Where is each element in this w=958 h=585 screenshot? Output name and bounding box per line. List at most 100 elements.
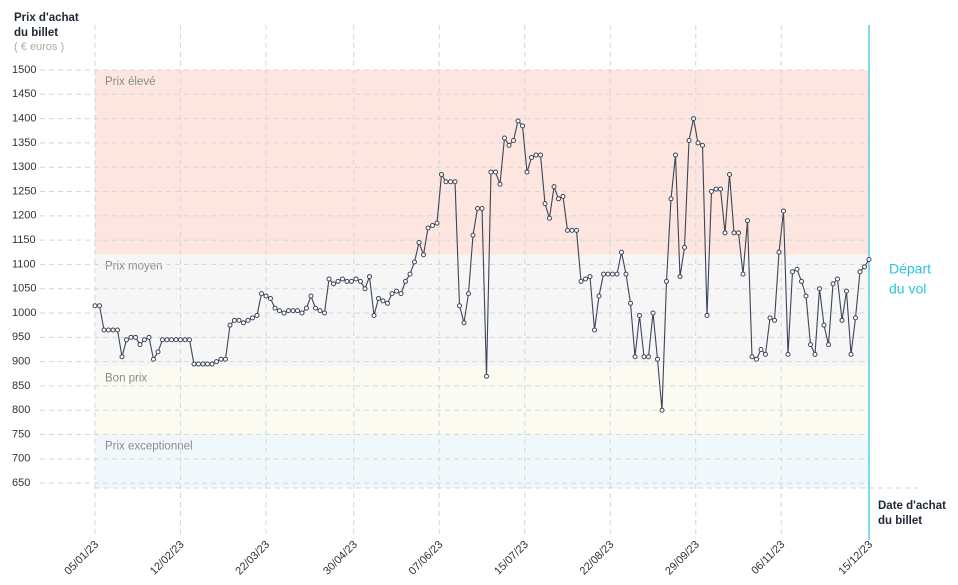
price-point [740, 271, 746, 277]
price-point [439, 172, 444, 177]
price-point [385, 300, 390, 306]
price-point [767, 315, 773, 321]
price-point [196, 361, 201, 367]
y-tick-label: 900 [12, 356, 30, 368]
price-point [506, 142, 512, 148]
price-point [344, 278, 350, 284]
price-zone [95, 434, 869, 488]
price-point [758, 346, 764, 352]
y-tick-label: 800 [12, 404, 30, 416]
price-point [529, 154, 534, 160]
y-axis-title: Prix d'achat [14, 12, 79, 24]
price-point [106, 327, 111, 333]
price-point [610, 271, 615, 277]
price-point [133, 334, 138, 340]
price-point [826, 342, 831, 348]
price-point [677, 274, 683, 280]
price-point [475, 206, 480, 212]
price-point [452, 179, 458, 185]
price-point [371, 312, 377, 318]
price-point [835, 276, 840, 282]
price-point [295, 308, 300, 314]
price-point [299, 310, 305, 316]
price-point [425, 225, 431, 231]
price-point [160, 337, 165, 343]
price-point [128, 334, 134, 340]
price-point [209, 361, 215, 367]
y-tick-label: 1450 [12, 88, 36, 100]
y-tick-label: 850 [12, 380, 30, 392]
price-point [686, 137, 692, 143]
price-point [142, 337, 147, 343]
price-point [695, 140, 701, 146]
price-point [205, 361, 210, 367]
price-point [164, 337, 170, 343]
price-point [799, 278, 804, 284]
price-point [376, 295, 381, 301]
price-point [502, 135, 507, 141]
price-point [583, 276, 588, 282]
price-point [443, 179, 449, 185]
price-point [470, 232, 476, 238]
price-point [781, 208, 786, 214]
price-point [569, 227, 575, 233]
x-axis-title: du billet [878, 515, 922, 527]
price-point [466, 291, 471, 297]
price-point [308, 293, 314, 299]
price-point [736, 230, 741, 236]
price-point [605, 271, 611, 277]
y-tick-label: 1400 [12, 113, 36, 125]
price-point [862, 264, 867, 270]
price-point [281, 310, 287, 316]
price-point [430, 223, 435, 229]
price-point [389, 291, 395, 297]
price-point [614, 271, 620, 277]
price-point [592, 327, 597, 333]
price-point [272, 305, 278, 311]
price-point [313, 305, 318, 311]
price-point [146, 334, 152, 340]
price-point [830, 281, 836, 287]
price-point [407, 271, 413, 277]
price-point [776, 249, 782, 255]
y-tick-label: 700 [12, 453, 30, 465]
price-point [547, 215, 552, 221]
price-point [115, 327, 120, 333]
price-point [110, 327, 116, 333]
price-point [331, 281, 336, 287]
price-point [236, 317, 242, 323]
price-point [398, 291, 404, 297]
price-point [812, 351, 818, 357]
price-point [421, 252, 426, 258]
price-point [119, 354, 125, 360]
price-point [101, 327, 107, 333]
price-point [637, 312, 642, 318]
price-point [763, 351, 768, 357]
x-tick-label: 29/09/23 [663, 539, 702, 578]
price-point [326, 276, 332, 282]
price-point [542, 201, 548, 207]
x-tick-label: 22/08/23 [578, 539, 617, 578]
price-point [241, 320, 246, 326]
price-point [722, 230, 728, 236]
x-tick-label: 15/07/23 [492, 539, 531, 578]
departure-label: du vol [889, 281, 926, 297]
price-point [214, 359, 219, 365]
price-point [713, 186, 719, 192]
price-point [785, 351, 791, 357]
price-point [340, 276, 345, 282]
y-tick-label: 1500 [12, 64, 36, 76]
price-point [659, 407, 665, 413]
price-point [655, 356, 660, 362]
price-point [772, 317, 777, 323]
y-tick-label: 1100 [12, 258, 36, 270]
price-point [808, 342, 813, 348]
y-tick-label: 650 [12, 477, 30, 489]
price-point [277, 308, 282, 314]
price-point [416, 240, 422, 246]
price-point [484, 373, 489, 379]
price-point [790, 269, 795, 275]
price-point [700, 142, 705, 148]
price-point [848, 351, 854, 357]
price-point [821, 322, 827, 328]
